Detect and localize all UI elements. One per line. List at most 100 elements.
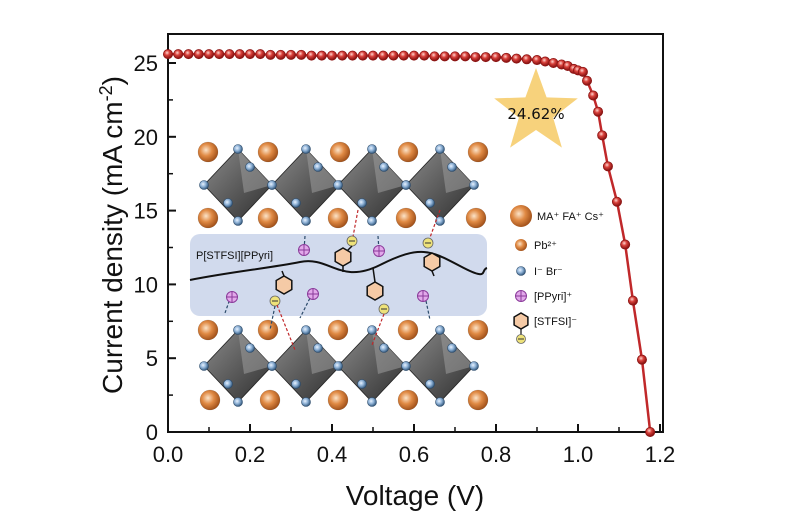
data-point (521, 54, 532, 65)
plot-frame (167, 33, 664, 433)
halide-ion (401, 180, 411, 190)
perovskite-interface-illustration: P[STFSI][PPyri] (189, 141, 489, 411)
link (372, 267, 376, 283)
inset-legend: MA⁺ FA⁺ Cs⁺ Pb²⁺ I⁻ Br⁻ [PPyri]⁺ [STFSI]⁻ (510, 205, 604, 344)
legend-item: Pb²⁺ (515, 239, 557, 252)
halide-ion (223, 379, 233, 389)
halide-ion (199, 180, 209, 190)
ppyri-plus (308, 289, 318, 299)
octahedron-face (306, 330, 340, 374)
octahedron-face (306, 149, 340, 193)
data-point (577, 66, 588, 77)
data-point (326, 50, 337, 61)
halide-ion (357, 379, 367, 389)
ppyri-plus (418, 291, 428, 301)
data-point (540, 56, 551, 67)
data-point (636, 354, 647, 365)
x-tick-label: 0.2 (235, 442, 266, 467)
halide-ion (333, 361, 343, 371)
halide-ion (291, 198, 301, 208)
halide-ion (469, 180, 479, 190)
data-point (378, 50, 389, 61)
a-site-cation (197, 319, 219, 341)
y-tick-labels: 0 5 10 15 20 25 (134, 51, 158, 445)
a-site-cation (465, 207, 487, 229)
y-tick-label: 15 (134, 199, 158, 224)
data-point (224, 49, 235, 60)
data-point (173, 49, 184, 60)
data-point (285, 49, 296, 60)
data-point (470, 52, 481, 63)
data-point (316, 50, 327, 61)
a-site-cation (199, 389, 221, 411)
data-point (602, 161, 613, 172)
data-point (296, 49, 307, 60)
x-tick-label: 0.8 (481, 442, 512, 467)
stfsi-anion (275, 275, 293, 295)
halide-ion (469, 361, 479, 371)
sulfonate-group (346, 235, 358, 247)
stfsi-anion (423, 252, 441, 272)
pbx6-octahedron (199, 325, 277, 407)
ppyri-cation (307, 288, 319, 300)
a-site-cation (257, 319, 279, 341)
legend-label: [PPyri]⁺ (534, 291, 572, 303)
data-point (306, 50, 317, 61)
data-point (183, 49, 194, 60)
data-point (439, 51, 450, 62)
a-site-cation (397, 389, 419, 411)
halide-ion (233, 325, 243, 335)
hexagon (275, 275, 293, 295)
octahedron-face (372, 149, 406, 193)
data-point (480, 52, 491, 63)
data-point (532, 55, 543, 66)
pce-annotation: 24.62% (494, 68, 578, 148)
data-point (490, 52, 501, 63)
a-site-cation (327, 319, 349, 341)
link (431, 270, 435, 277)
data-point (244, 49, 255, 60)
sulfonate-group (378, 303, 390, 315)
legend-item: MA⁺ FA⁺ Cs⁺ (510, 205, 604, 227)
pbx6-octahedron (401, 144, 479, 226)
data-point (620, 239, 631, 250)
a-site-cation (197, 207, 219, 229)
a-site-cation (257, 207, 279, 229)
interaction-line (427, 209, 441, 244)
data-point (588, 90, 599, 101)
octahedron-face (238, 330, 272, 374)
interaction-line (269, 305, 276, 331)
halide-ion (233, 144, 243, 154)
a-site-cation (257, 141, 279, 163)
a-site-cation (327, 389, 349, 411)
data-point (460, 51, 471, 62)
sulfonate-group (269, 295, 281, 307)
halide-ion (379, 162, 389, 172)
polymer-backbone (189, 251, 488, 281)
octahedron-face (440, 149, 474, 193)
halide-ion (425, 379, 435, 389)
halide-ion (447, 162, 457, 172)
data-point (627, 295, 638, 306)
halide-ion (245, 343, 255, 353)
a-site-cation-icon (510, 205, 532, 227)
axis-ticks (167, 62, 661, 433)
octahedron-face (372, 330, 406, 374)
data-point (203, 49, 214, 60)
halide-ion (313, 162, 323, 172)
halide-ion (435, 216, 445, 226)
y-tick-label: 0 (146, 420, 158, 445)
data-point (408, 50, 419, 61)
halide-ion (435, 325, 445, 335)
octahedron-face (440, 330, 474, 374)
y-axis-title: Current density (mA cm-2) (96, 76, 128, 394)
halide-ion (301, 216, 311, 226)
y-axis-title-sup: -2 (96, 85, 116, 101)
hexagon (423, 252, 441, 272)
star-icon (494, 68, 578, 148)
hexagon-icon (513, 312, 529, 330)
halide-ion (245, 162, 255, 172)
data-point (234, 49, 245, 60)
data-point (398, 50, 409, 61)
a-site-cation (327, 207, 349, 229)
